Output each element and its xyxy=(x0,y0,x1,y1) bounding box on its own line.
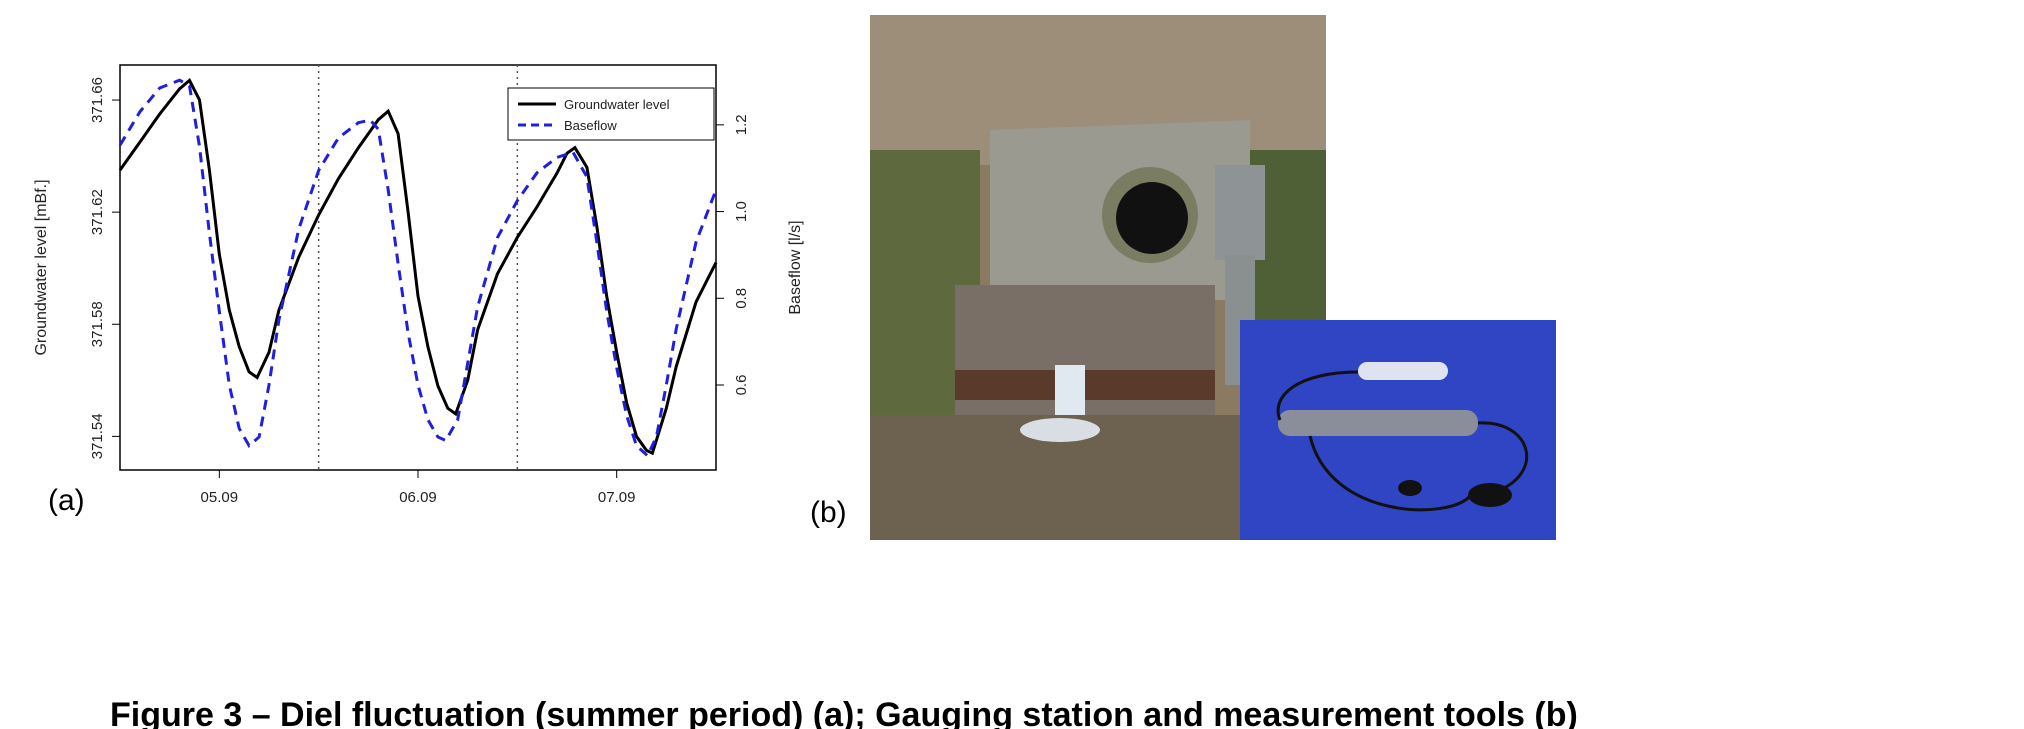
y-tick-label: 371.54 xyxy=(89,413,106,459)
x-tick-label: 06.09 xyxy=(399,489,437,506)
series-line xyxy=(118,78,718,459)
legend-label: Baseflow xyxy=(564,118,617,133)
y-axis-label: Groundwater level [mBf.] xyxy=(33,179,50,355)
caption: Figure 3 – Diel fluctuation (summer peri… xyxy=(110,696,1578,729)
series-line xyxy=(118,78,718,456)
sensor-photo xyxy=(1240,320,1556,540)
y-tick-label: 371.66 xyxy=(89,77,106,123)
y2-tick-label: 0.6 xyxy=(733,375,750,396)
y2-tick-label: 0.8 xyxy=(733,288,750,309)
y-tick-label: 371.62 xyxy=(89,189,106,235)
panel-label: (a) xyxy=(48,484,85,517)
x-tick-label: 07.09 xyxy=(598,489,636,506)
x-tick-label: 05.09 xyxy=(201,489,239,506)
panel-label: (b) xyxy=(810,496,847,529)
legend-box xyxy=(507,87,715,141)
y2-tick-label: 1.2 xyxy=(733,114,750,135)
y2-tick-label: 1.0 xyxy=(733,201,750,222)
y-tick-label: 371.58 xyxy=(89,301,106,347)
y2-axis-label: Baseflow [l/s] xyxy=(787,220,804,314)
legend-label: Groundwater level xyxy=(564,97,670,112)
